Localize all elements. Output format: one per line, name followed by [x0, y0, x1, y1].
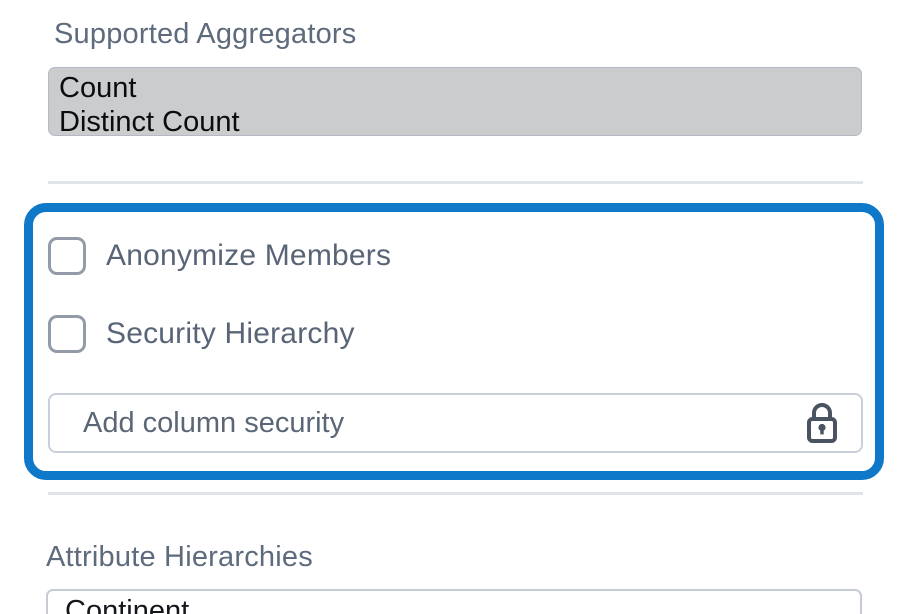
security-hierarchy-row[interactable]: Security Hierarchy [48, 315, 875, 353]
supported-aggregators-label: Supported Aggregators [54, 18, 357, 50]
attribute-hierarchies-listbox[interactable]: Continent [46, 589, 862, 614]
supported-aggregators-listbox[interactable]: Count Distinct Count [48, 67, 862, 136]
column-security-field-wrapper [48, 393, 863, 453]
anonymize-members-checkbox[interactable] [48, 237, 86, 275]
security-settings-highlight-box: Anonymize Members Security Hierarchy [24, 203, 884, 480]
aggregator-item-count[interactable]: Count [59, 72, 137, 104]
security-hierarchy-checkbox[interactable] [48, 315, 86, 353]
divider-bottom [48, 492, 863, 495]
security-hierarchy-label: Security Hierarchy [106, 317, 355, 350]
attribute-hierarchy-item-continent[interactable]: Continent [65, 595, 190, 614]
anonymize-members-row[interactable]: Anonymize Members [48, 237, 875, 275]
divider-top [48, 181, 863, 184]
anonymize-members-label: Anonymize Members [106, 239, 392, 272]
add-column-security-input[interactable] [48, 393, 863, 453]
attribute-hierarchies-label: Attribute Hierarchies [46, 541, 313, 573]
aggregator-item-distinct-count[interactable]: Distinct Count [59, 106, 240, 136]
